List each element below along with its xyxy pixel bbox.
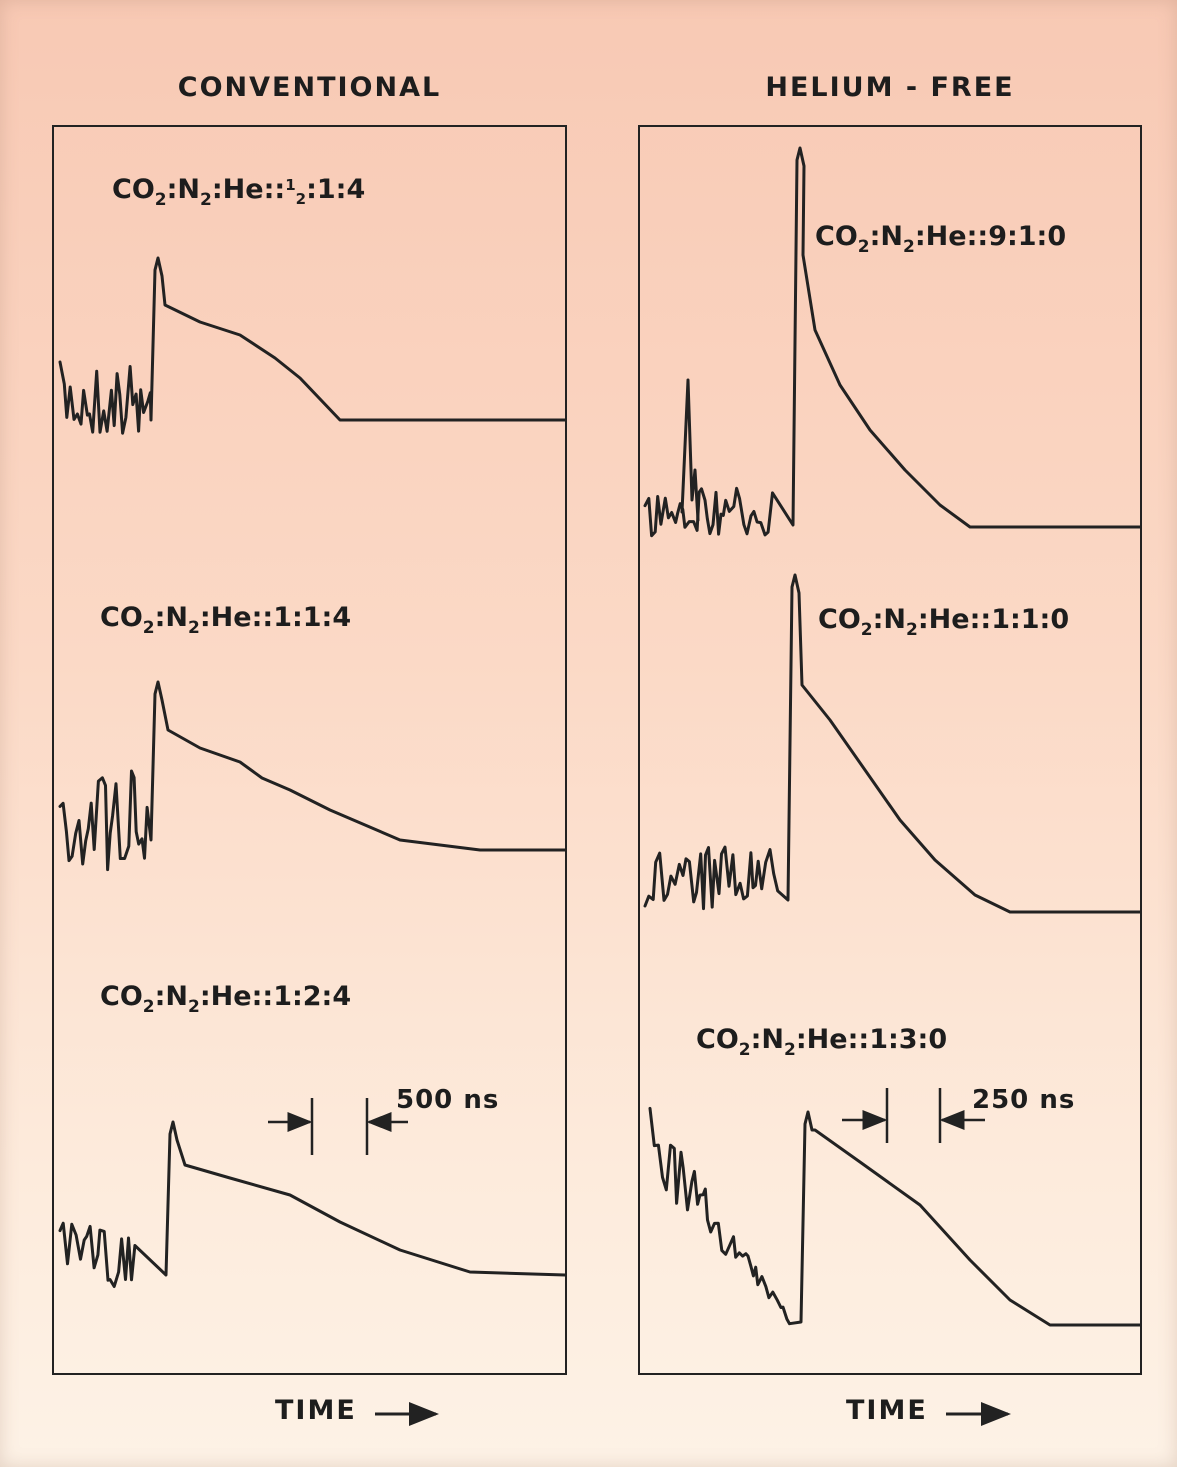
label-subscript: 2	[903, 237, 915, 257]
x-axis-label-time-left: TIME	[275, 1395, 357, 1426]
label-subscript: 2	[861, 620, 873, 640]
label-n: :N	[873, 604, 906, 635]
label-co: CO	[696, 1024, 739, 1055]
label-subscript: 2	[143, 618, 155, 638]
label-he: :He::	[200, 981, 273, 1012]
column-title-helium-free: HELIUM - FREE	[765, 72, 1015, 103]
label-ratio: 1:2:4	[273, 981, 351, 1012]
label-n: :N	[167, 174, 200, 205]
panel-conventional	[52, 125, 567, 1375]
label-he: :He::	[796, 1024, 869, 1055]
label-ratio: 1:1:0	[991, 604, 1069, 635]
label-fraction-den: 2	[296, 190, 306, 208]
series-label: CO2:N2:He::1:1:4	[100, 602, 351, 638]
label-subscript: 2	[155, 190, 167, 210]
label-co: CO	[815, 221, 858, 252]
series-label: CO2:N2:He::1:2:4	[100, 981, 351, 1017]
scale-label-500ns: 500 ns	[396, 1085, 499, 1115]
x-axis-label-time-right: TIME	[846, 1395, 928, 1426]
label-subscript: 2	[858, 237, 870, 257]
trace-1-1-0	[643, 573, 1142, 914]
label-he: :He::	[918, 604, 991, 635]
label-subscript: 2	[143, 997, 155, 1017]
label-n: :N	[155, 981, 188, 1012]
label-ratio: 1:1:4	[273, 602, 351, 633]
label-subscript: 2	[200, 190, 212, 210]
label-n: :N	[870, 221, 903, 252]
scale-bar-250ns	[842, 1088, 985, 1143]
label-subscript: 2	[784, 1040, 796, 1060]
label-he: :He::	[915, 221, 988, 252]
label-subscript: 2	[188, 997, 200, 1017]
trace-1-3-0	[648, 1106, 1142, 1327]
scale-bar-500ns	[268, 1098, 408, 1155]
column-title-conventional: CONVENTIONAL	[177, 72, 442, 103]
series-label: CO2:N2:He::1:1:0	[818, 604, 1069, 640]
label-ratio: 9:1:0	[988, 221, 1066, 252]
label-fraction-num: 1	[285, 176, 295, 194]
label-n: :N	[751, 1024, 784, 1055]
label-co: CO	[818, 604, 861, 635]
trace-1-2-4	[58, 1120, 567, 1288]
trace-1-1-4	[58, 680, 567, 872]
trace--1-4	[58, 256, 567, 435]
series-label: CO2:N2:He::12:1:4	[112, 174, 365, 210]
trace-9-1-0	[643, 146, 1142, 538]
label-he: :He::	[212, 174, 285, 205]
label-ratio: 1:3:0	[869, 1024, 947, 1055]
label-n: :N	[155, 602, 188, 633]
label-subscript: 2	[188, 618, 200, 638]
trace-precursor-spike	[680, 378, 700, 522]
label-ratio: :1:4	[306, 174, 365, 205]
series-label: CO2:N2:He::9:1:0	[815, 221, 1066, 257]
label-subscript: 2	[739, 1040, 751, 1060]
label-he: :He::	[200, 602, 273, 633]
label-co: CO	[100, 981, 143, 1012]
label-subscript: 2	[906, 620, 918, 640]
scale-label-250ns: 250 ns	[972, 1085, 1075, 1115]
panel-helium-free	[638, 125, 1142, 1375]
label-co: CO	[100, 602, 143, 633]
label-co: CO	[112, 174, 155, 205]
series-label: CO2:N2:He::1:3:0	[696, 1024, 947, 1060]
